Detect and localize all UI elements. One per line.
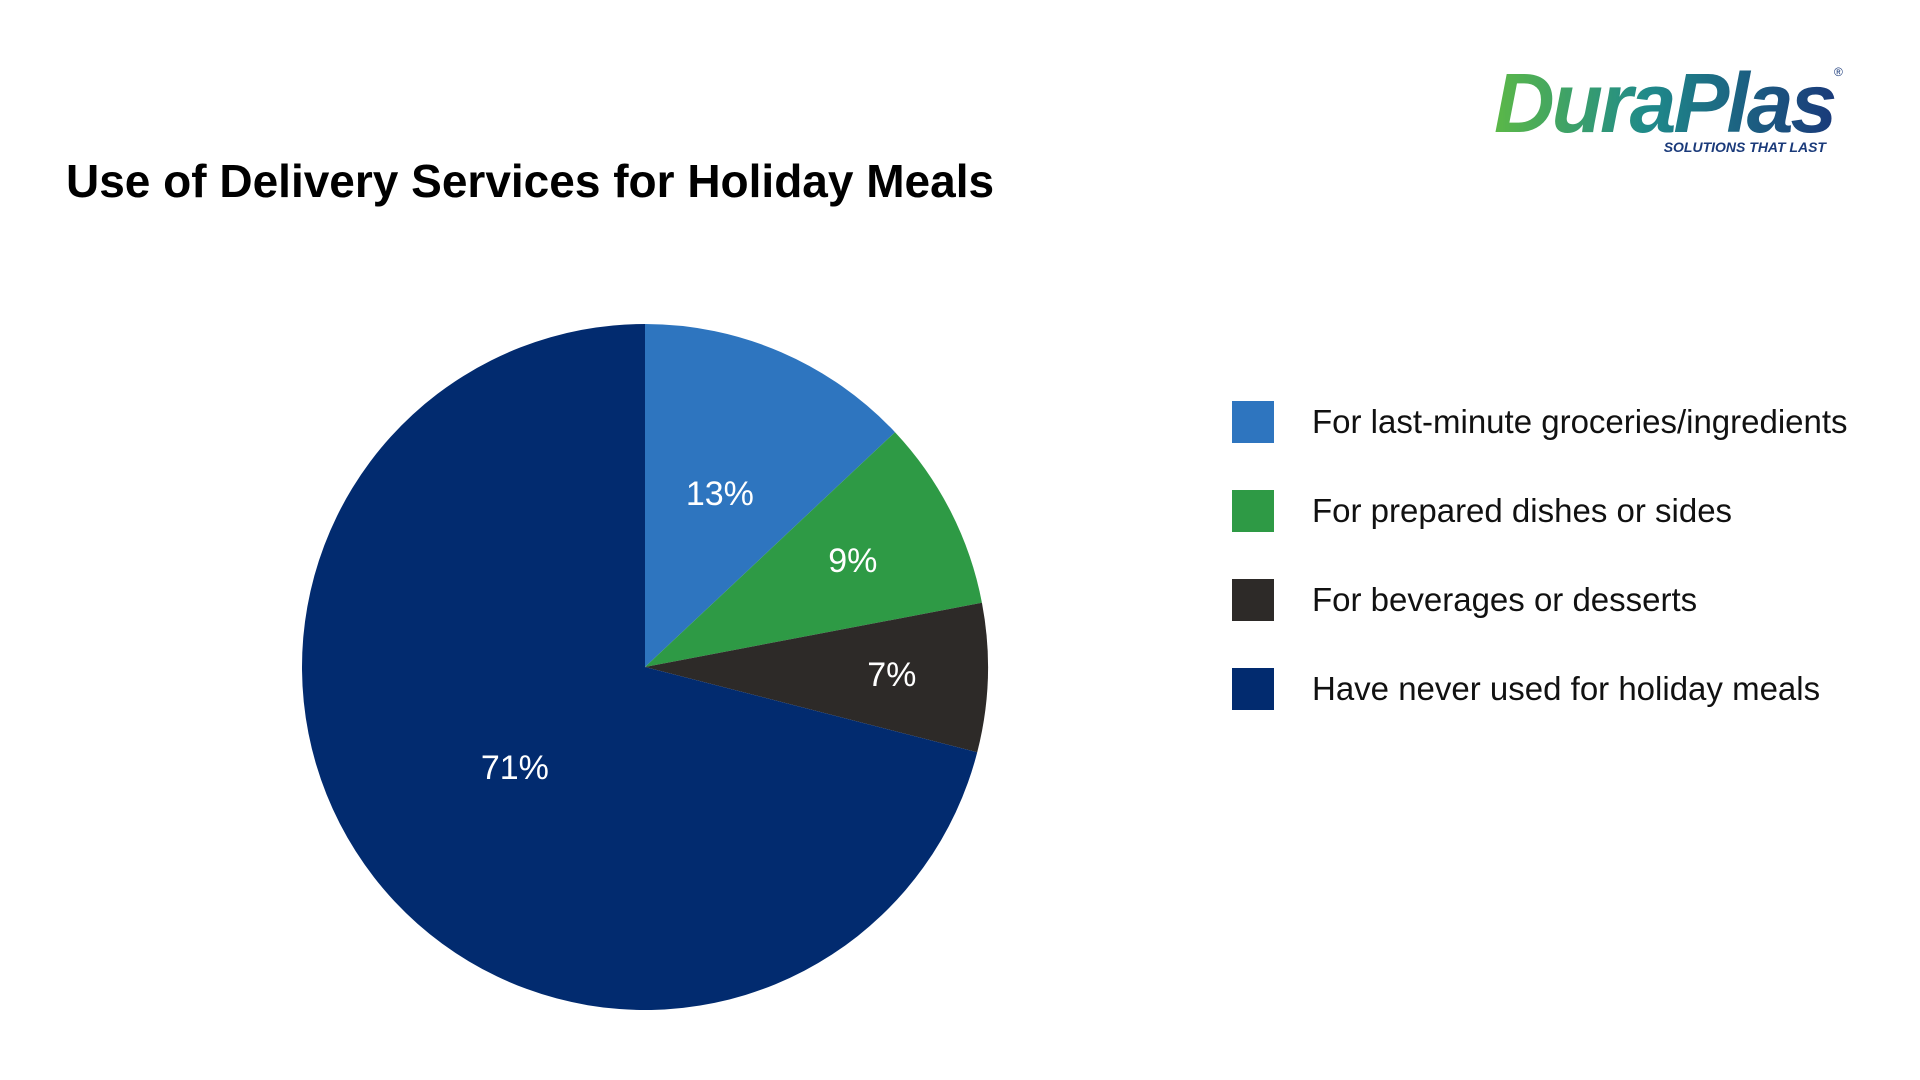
chart-title: Use of Delivery Services for Holiday Mea…: [66, 155, 995, 207]
chart-legend: For last-minute groceries/ingredients Fo…: [1232, 400, 1848, 756]
legend-swatch: [1232, 490, 1274, 532]
legend-item: Have never used for holiday meals: [1232, 667, 1848, 711]
legend-label: For beverages or desserts: [1312, 581, 1698, 618]
legend-swatch: [1232, 668, 1274, 710]
pie-slice-label: 71%: [481, 749, 549, 787]
legend-swatch: [1232, 401, 1274, 443]
legend-label: Have never used for holiday meals: [1312, 670, 1821, 707]
legend-label: For prepared dishes or sides: [1312, 492, 1733, 529]
pie-slice: [645, 432, 982, 667]
legend-swatch: [1232, 579, 1274, 621]
legend-label: For last-minute groceries/ingredients: [1312, 403, 1848, 440]
pie-slice-label: 9%: [828, 542, 877, 580]
logo-wordmark: DuraPlas: [1494, 60, 1834, 150]
pie-slice: [645, 602, 988, 753]
pie-slice-label: 13%: [686, 475, 754, 513]
pie-slice: [645, 324, 896, 667]
logo-registered-mark: ®: [1834, 65, 1843, 79]
legend-item: For beverages or desserts: [1232, 578, 1848, 622]
pie-slice-label: 7%: [867, 656, 916, 694]
pie-slice: [301, 324, 978, 1010]
duraplas-logo: DuraPlas ® SOLUTIONS THAT LAST: [1494, 60, 1843, 155]
legend-item: For prepared dishes or sides: [1232, 489, 1848, 533]
logo-tagline: SOLUTIONS THAT LAST: [1664, 139, 1828, 155]
legend-item: For last-minute groceries/ingredients: [1232, 400, 1848, 444]
